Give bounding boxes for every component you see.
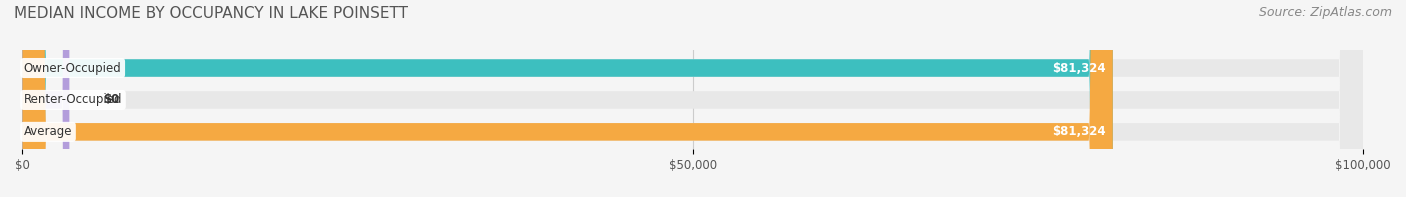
Text: $81,324: $81,324 (1053, 61, 1107, 74)
FancyBboxPatch shape (22, 0, 1364, 197)
Text: Renter-Occupied: Renter-Occupied (24, 93, 122, 106)
FancyBboxPatch shape (22, 0, 1112, 197)
FancyBboxPatch shape (22, 0, 1364, 197)
Text: $81,324: $81,324 (1053, 125, 1107, 138)
Text: Average: Average (24, 125, 72, 138)
FancyBboxPatch shape (22, 0, 1112, 197)
FancyBboxPatch shape (22, 0, 69, 197)
Text: $0: $0 (103, 93, 120, 106)
FancyBboxPatch shape (22, 0, 1364, 197)
Text: Source: ZipAtlas.com: Source: ZipAtlas.com (1258, 6, 1392, 19)
Text: Owner-Occupied: Owner-Occupied (24, 61, 121, 74)
Text: MEDIAN INCOME BY OCCUPANCY IN LAKE POINSETT: MEDIAN INCOME BY OCCUPANCY IN LAKE POINS… (14, 6, 408, 21)
